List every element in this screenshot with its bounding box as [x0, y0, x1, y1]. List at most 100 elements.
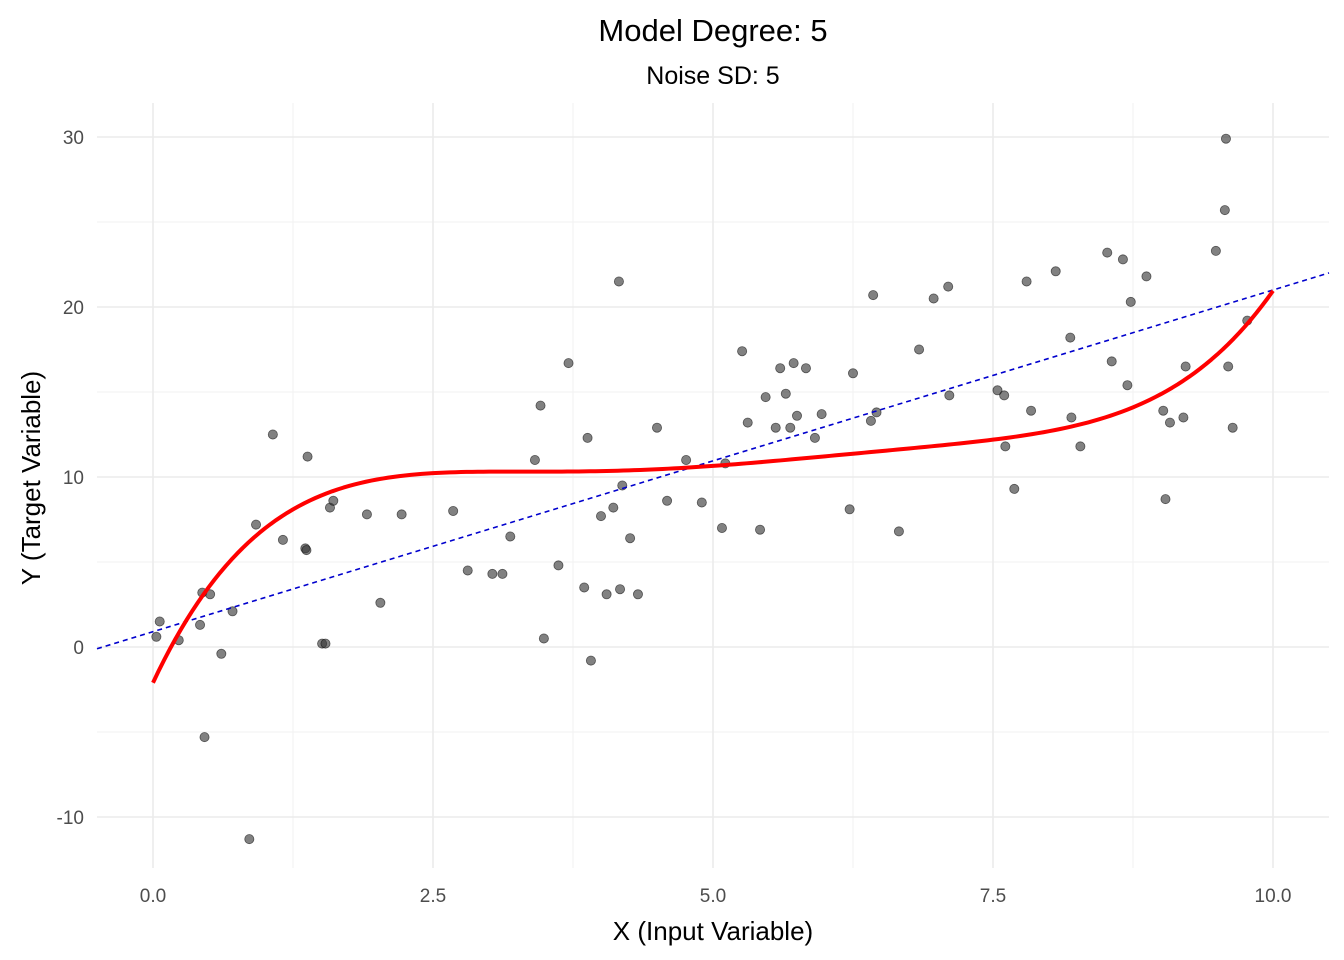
scatter-point	[760, 392, 771, 403]
x-tick-label: 0.0	[140, 886, 166, 907]
scatter-point	[538, 633, 549, 644]
scatter-point	[1065, 332, 1076, 343]
scatter-point	[154, 616, 165, 627]
scatter-point	[770, 422, 781, 433]
linear-fit-line	[96, 272, 1330, 650]
scatter-point	[216, 648, 227, 659]
scatter-point	[396, 509, 407, 520]
scatter-point	[780, 388, 791, 399]
scatter-point	[816, 409, 827, 420]
scatter-point	[615, 584, 626, 595]
scatter-point	[632, 589, 643, 600]
scatter-point	[505, 531, 516, 542]
scatter-point	[1220, 133, 1231, 144]
scatter-point	[809, 432, 820, 443]
x-tick-label: 5.0	[700, 886, 726, 907]
scatter-point	[893, 526, 904, 537]
scatter-point	[613, 276, 624, 287]
scatter-point	[788, 358, 799, 369]
scatter-point	[462, 565, 473, 576]
polynomial-fit-curve	[151, 289, 1275, 684]
scatter-point	[944, 390, 955, 401]
x-tick-label: 10.0	[1255, 886, 1292, 907]
scatter-point	[302, 451, 313, 462]
scatter-point	[563, 358, 574, 369]
x-axis-title: X (Input Variable)	[613, 916, 813, 946]
y-tick-label: -10	[57, 808, 84, 829]
scatter-point	[1075, 441, 1086, 452]
scatter-point	[914, 344, 925, 355]
x-tick-label: 2.5	[420, 886, 446, 907]
scatter-point	[1117, 254, 1128, 265]
scatter-point	[553, 560, 564, 571]
scatter-point	[320, 638, 331, 649]
scatter-point	[696, 497, 707, 508]
scatter-point	[361, 509, 372, 520]
scatter-point	[497, 568, 508, 579]
scatter-point	[375, 597, 386, 608]
scatter-point	[1000, 441, 1011, 452]
scatter-point	[151, 631, 162, 642]
scatter-point	[1106, 356, 1117, 367]
y-tick-label: 0	[73, 638, 84, 659]
scatter-point	[785, 422, 796, 433]
scatter-point	[267, 429, 278, 440]
y-tick-label: 20	[63, 298, 84, 319]
scatter-point	[195, 619, 206, 630]
scatter-point	[535, 400, 546, 411]
scatter-point	[652, 422, 663, 433]
scatter-point	[1164, 417, 1175, 428]
scatter-point	[1219, 205, 1230, 216]
scatter-point	[792, 410, 803, 421]
scatter-point	[582, 432, 593, 443]
grid	[97, 103, 1329, 868]
scatter-point	[848, 368, 859, 379]
x-tick-label: 7.5	[980, 886, 1006, 907]
scatter-point	[1122, 380, 1133, 391]
scatter-point	[1050, 266, 1061, 277]
scatter-point	[1066, 412, 1077, 423]
scatter-point	[1227, 422, 1238, 433]
scatter-point	[227, 606, 238, 617]
scatter-point	[244, 834, 255, 845]
y-tick-label: 10	[63, 468, 84, 489]
scatter-point	[277, 534, 288, 545]
scatter-point	[487, 568, 498, 579]
scatter-point	[625, 533, 636, 544]
scatter-point	[608, 502, 619, 513]
scatter-point	[681, 454, 692, 465]
fit-lines	[96, 272, 1330, 684]
chart-title: Model Degree: 5	[598, 13, 827, 48]
scatter-point	[585, 655, 596, 666]
scatter-point	[992, 385, 1003, 396]
scatter-point	[1223, 361, 1234, 372]
scatter-point	[1125, 296, 1136, 307]
scatter-point	[529, 454, 540, 465]
scatter-point	[742, 417, 753, 428]
scatter-point	[999, 390, 1010, 401]
scatter-point	[844, 504, 855, 515]
scatter-point	[716, 523, 727, 534]
scatter-point	[1158, 405, 1169, 416]
scatter-point	[737, 346, 748, 357]
scatter-point	[596, 511, 607, 522]
scatter-point	[579, 582, 590, 593]
scatter-point	[800, 363, 811, 374]
scatter-points	[151, 133, 1253, 845]
scatter-point	[868, 290, 879, 301]
scatter-point	[199, 732, 210, 743]
chart-subtitle: Noise SD: 5	[646, 62, 779, 90]
tick-labels: 0.0 2.5 5.0 7.5 10.0 -10 0 10 20 30	[57, 128, 1292, 907]
scatter-point	[1160, 494, 1171, 505]
scatter-point	[1178, 412, 1189, 423]
y-tick-label: 30	[63, 128, 84, 149]
scatter-point	[943, 281, 954, 292]
scatter-point	[1141, 271, 1152, 282]
scatter-point	[328, 495, 339, 506]
scatter-point	[755, 524, 766, 535]
scatter-point	[1026, 405, 1037, 416]
scatter-point	[601, 589, 612, 600]
scatter-point	[1009, 483, 1020, 494]
scatter-point	[662, 495, 673, 506]
